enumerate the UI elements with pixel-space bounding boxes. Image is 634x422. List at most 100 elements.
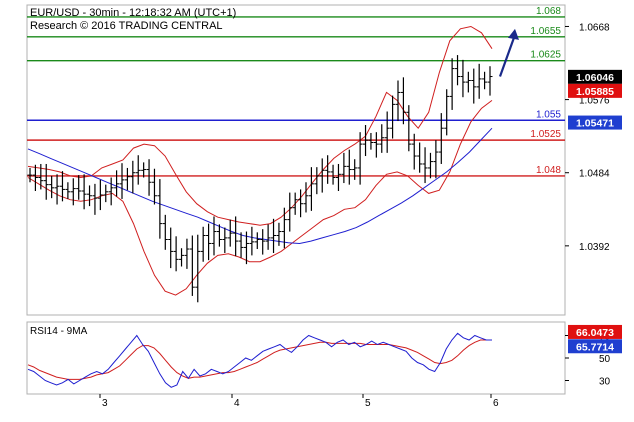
- price-tag-2: 1.05471: [568, 115, 622, 130]
- price-bar: [227, 219, 233, 247]
- price-tag-label: 1.06046: [576, 72, 614, 84]
- price-bar: [119, 163, 125, 199]
- level-lines-layer: 1.068 1.0655 1.0625 1.055 1.0525 1.048: [27, 6, 565, 177]
- price-bar: [341, 152, 347, 184]
- price-tag-1: 1.05885: [568, 83, 622, 98]
- price-bar: [368, 132, 374, 150]
- price-bar: [373, 132, 379, 158]
- price-bar: [384, 111, 390, 153]
- price-bar: [292, 192, 298, 215]
- rsi-tag-box: [568, 324, 622, 339]
- price-bar: [195, 234, 201, 303]
- rsi-ma-line: [27, 339, 492, 380]
- price-bar: [189, 235, 195, 296]
- price-bar: [130, 160, 136, 194]
- price-bar: [135, 155, 141, 185]
- price-bar: [260, 229, 266, 255]
- price-bar: [411, 133, 417, 170]
- price-bar: [298, 189, 304, 218]
- y-tick-label: 1.0576: [579, 96, 610, 107]
- x-axis-layer: 3 4 5 6: [99, 394, 499, 409]
- price-bar: [400, 77, 406, 125]
- price-bar: [103, 184, 109, 203]
- price-bar: [471, 68, 477, 104]
- price-bar: [124, 167, 130, 191]
- price-tag-box: [568, 83, 622, 98]
- price-bar: [238, 232, 244, 258]
- chart-copyright: Research © 2016 TRADING CENTRAL: [30, 20, 223, 32]
- price-bar: [233, 216, 239, 257]
- bollinger-upper-line: [27, 25, 493, 226]
- price-bar: [76, 175, 82, 200]
- price-bar: [476, 63, 482, 99]
- rsi-tag-box: [568, 339, 622, 354]
- price-bar: [243, 231, 249, 265]
- rsi-line: [27, 332, 492, 388]
- price-bar: [216, 224, 222, 247]
- price-tag-box: [568, 69, 622, 84]
- level-label-2: 1.0625: [530, 50, 561, 61]
- price-bar: [482, 71, 488, 90]
- price-bar: [184, 238, 190, 269]
- x-tick-label: 5: [365, 398, 371, 409]
- price-bar: [346, 149, 352, 185]
- rsi-tick-label: 30: [599, 377, 611, 388]
- price-bar: [287, 192, 293, 232]
- price-bar: [200, 226, 206, 262]
- price-tag-label: 1.05471: [576, 118, 614, 130]
- price-bar: [465, 71, 471, 93]
- price-tags-layer: 1.06046 1.05885 1.05471: [568, 69, 622, 130]
- level-label-4: 1.0525: [530, 129, 561, 140]
- price-bar: [308, 167, 314, 211]
- price-bar: [173, 236, 179, 272]
- price-bar: [438, 113, 444, 164]
- price-bars-layer: [27, 55, 493, 303]
- price-bar: [162, 214, 168, 250]
- price-bar: [422, 147, 428, 184]
- price-bar: [151, 168, 157, 205]
- price-bar: [406, 105, 412, 152]
- price-bar: [146, 159, 152, 196]
- price-bar: [108, 177, 114, 206]
- price-tag-box: [568, 115, 622, 130]
- rsi-tag-0: 66.0473: [568, 324, 622, 339]
- price-bar: [335, 163, 341, 191]
- price-bar: [427, 152, 433, 179]
- price-bar: [206, 223, 212, 261]
- x-tick-label: 6: [493, 398, 499, 409]
- price-bar: [87, 185, 93, 207]
- price-bar: [319, 158, 325, 193]
- price-bar: [114, 170, 120, 197]
- price-bar: [59, 171, 65, 202]
- price-bar: [54, 174, 60, 205]
- rsi-tick-label: 50: [599, 354, 611, 365]
- price-bar: [141, 162, 147, 178]
- price-bar: [222, 227, 228, 253]
- rsi-tag-label: 66.0473: [576, 327, 614, 339]
- price-bar: [417, 142, 423, 173]
- projection-arrow-head: [508, 28, 519, 40]
- price-bar: [271, 218, 277, 253]
- price-bar: [390, 95, 396, 139]
- price-bar: [32, 164, 38, 191]
- price-bar: [433, 140, 439, 179]
- price-bar: [81, 174, 87, 210]
- x-tick-label: 3: [102, 398, 108, 409]
- level-label-5: 1.048: [536, 165, 561, 176]
- price-bar: [395, 80, 401, 122]
- price-bar: [487, 66, 493, 96]
- rsi-panel-frame: [26, 321, 566, 395]
- projection-arrow-shaft: [498, 34, 517, 77]
- price-bar: [249, 226, 255, 256]
- x-tick-label: 4: [234, 398, 240, 409]
- price-bar: [70, 178, 76, 206]
- projection-arrow-layer: [498, 28, 519, 77]
- y-tick-label: 1.0484: [579, 169, 610, 180]
- price-bar: [357, 132, 363, 185]
- level-label-0: 1.068: [536, 6, 561, 17]
- y-tick-label: 1.0392: [579, 242, 610, 253]
- y-tick-label: 1.0668: [579, 22, 610, 33]
